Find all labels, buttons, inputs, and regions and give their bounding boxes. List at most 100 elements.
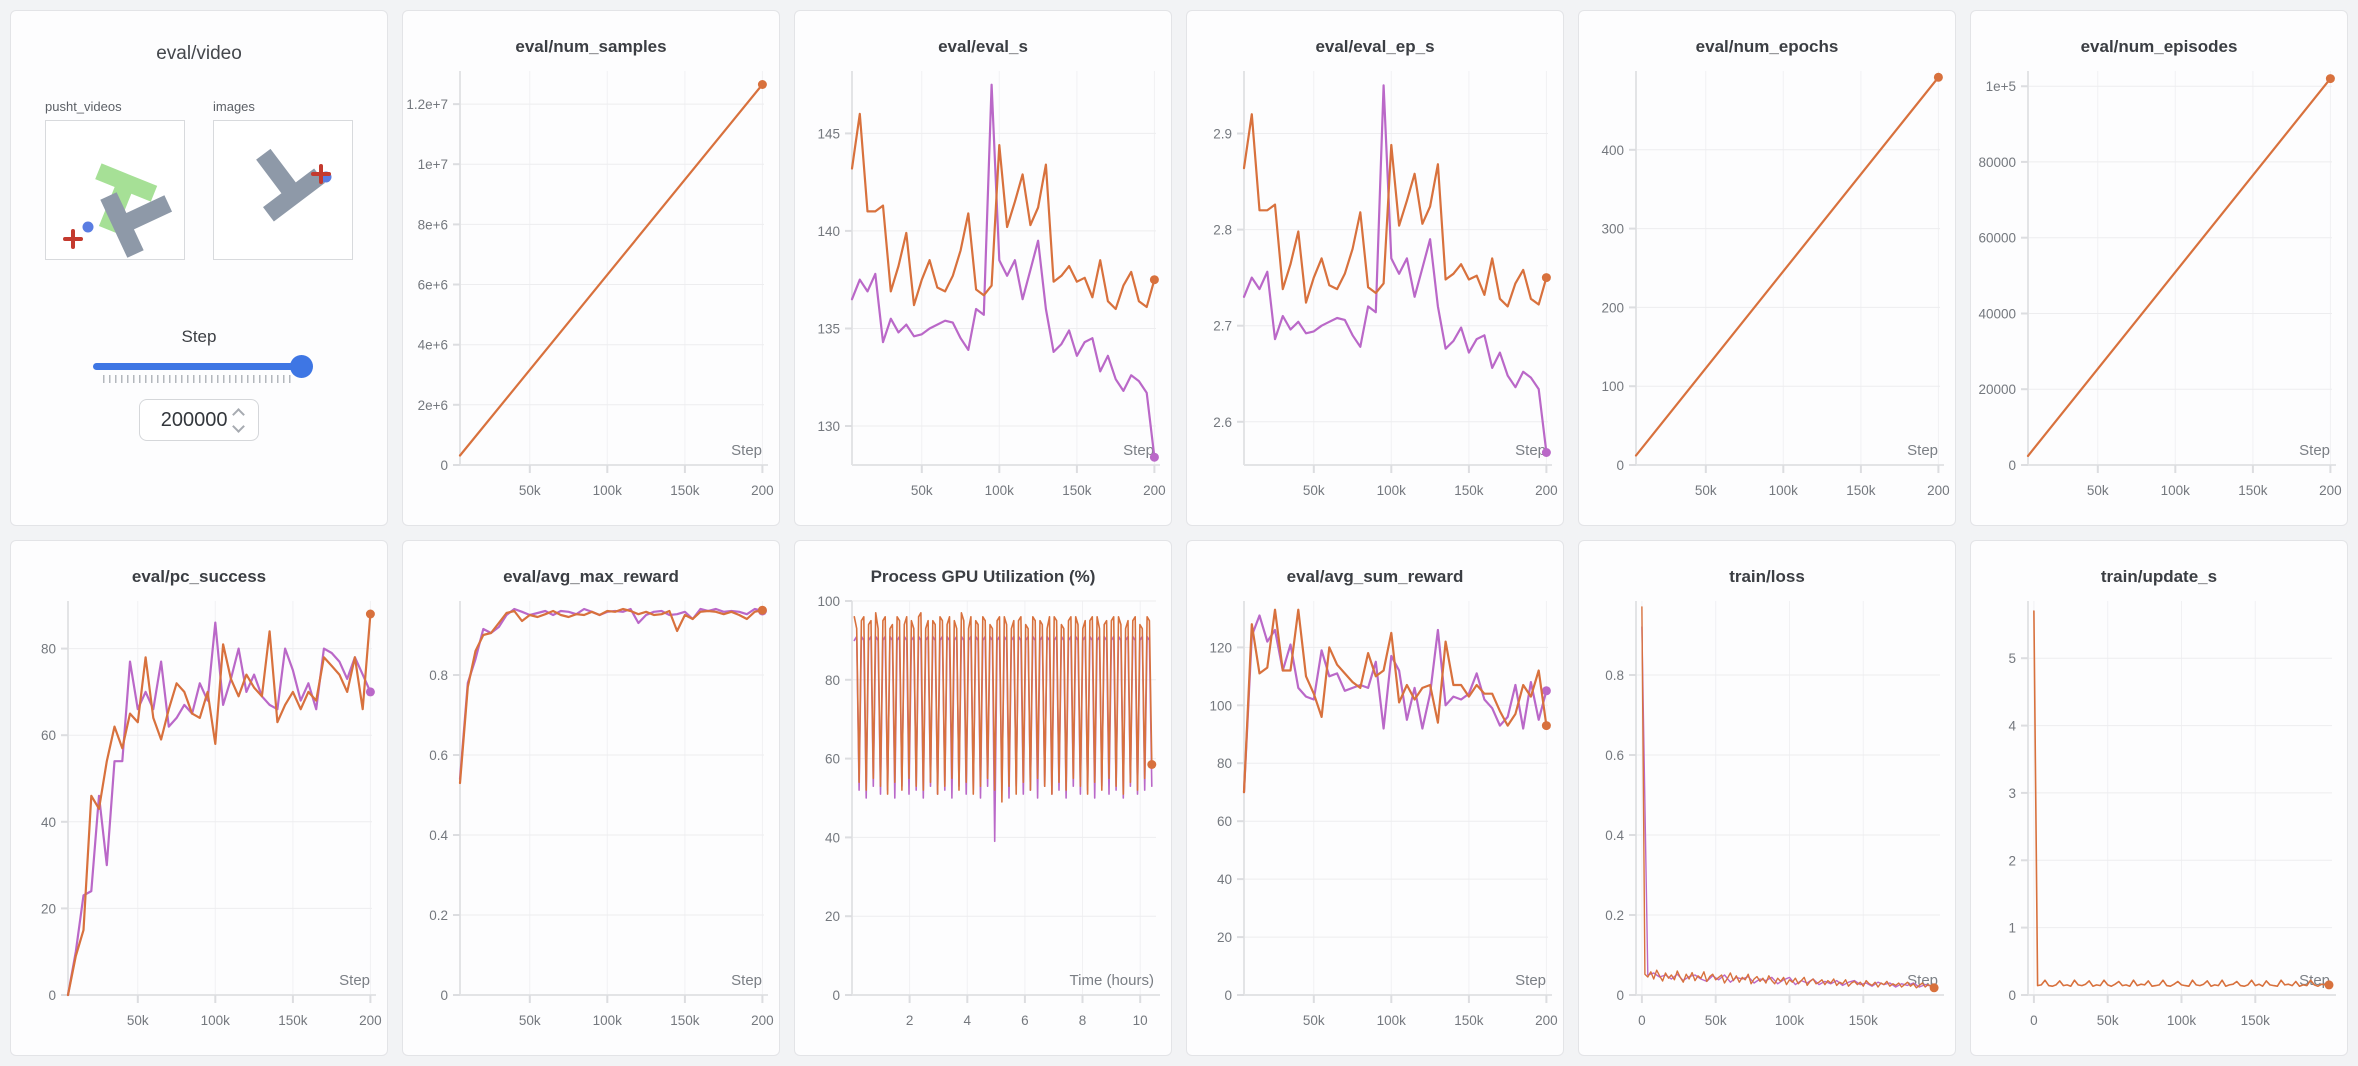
svg-text:Step: Step — [731, 442, 762, 459]
chart-eval-avg-sum-reward[interactable]: 0 20 40 60 80 100 120 50k 100k 150k 200 Step — [1188, 593, 1562, 1045]
svg-text:0: 0 — [1224, 988, 1232, 1003]
chart-eval-eval-s[interactable]: 130 135 140 145 50k 100k 150k 200 Step — [796, 63, 1170, 515]
spinner-up-icon[interactable] — [231, 407, 245, 421]
chart-gpu-utilization[interactable]: 0 20 40 60 80 100 2 4 6 8 10 Time (hours) — [796, 593, 1170, 1045]
svg-text:50k: 50k — [911, 483, 933, 498]
media-thumbnails: pusht_videos images — [11, 99, 387, 265]
svg-text:200: 200 — [1601, 300, 1624, 315]
panel-eval-num-samples: eval/num_samples 0 2e+6 4e+6 6e+6 8e+6 1e+7 1.… — [402, 10, 780, 526]
svg-text:Step: Step — [339, 972, 370, 989]
panel-gpu-utilization: Process GPU Utilization (%) 0 20 40 60 80 100… — [794, 540, 1172, 1056]
chart-eval-eval-ep-s[interactable]: 2.6 2.7 2.8 2.9 50k 100k 150k 200 Step — [1188, 63, 1562, 515]
svg-text:40000: 40000 — [1978, 307, 2016, 322]
panel-eval-pc-success: eval/pc_success 0 20 40 60 80 50k 100k 150k 200 S… — [10, 540, 388, 1056]
svg-text:80: 80 — [41, 642, 56, 657]
chart-title: train/loss — [1729, 567, 1805, 586]
svg-text:2: 2 — [906, 1013, 914, 1028]
pusht-video-thumbnail[interactable] — [45, 120, 185, 260]
chart-eval-num-epochs[interactable]: 0 100 200 300 400 50k 100k 150k 200 Step — [1580, 63, 1954, 515]
svg-text:0: 0 — [48, 988, 56, 1003]
svg-text:150k: 150k — [1454, 483, 1484, 498]
thumb-label: images — [213, 99, 255, 114]
svg-text:200: 200 — [1535, 483, 1558, 498]
svg-text:300: 300 — [1601, 222, 1624, 237]
svg-text:80: 80 — [825, 673, 840, 688]
svg-text:50k: 50k — [1303, 483, 1325, 498]
svg-text:200: 200 — [1535, 1013, 1558, 1028]
gray-t-shape — [256, 148, 325, 222]
svg-text:Step: Step — [1515, 972, 1546, 989]
goal-cross-icon — [63, 229, 83, 249]
svg-text:130: 130 — [817, 419, 840, 434]
svg-text:1e+7: 1e+7 — [418, 157, 448, 172]
svg-text:0: 0 — [2030, 1013, 2038, 1028]
svg-text:Step: Step — [1515, 442, 1546, 459]
svg-text:150k: 150k — [2241, 1013, 2271, 1028]
svg-text:Step: Step — [1907, 442, 1938, 459]
svg-text:0.8: 0.8 — [1605, 668, 1624, 683]
chart-title: eval/num_episodes — [2080, 37, 2238, 56]
svg-text:0: 0 — [2008, 458, 2016, 473]
panel-eval-eval-s: eval/eval_s 130 135 140 145 50k 100k 150k 200 St… — [794, 10, 1172, 526]
panel-eval-avg-max-reward: eval/avg_max_reward 0 0.2 0.4 0.6 0.8 50k 100k… — [402, 540, 780, 1056]
svg-text:60: 60 — [41, 728, 56, 743]
svg-text:2.8: 2.8 — [1213, 223, 1232, 238]
chart-eval-num-episodes[interactable]: 0 20000 40000 60000 80000 1e+5 50k 100k 150k 200 S… — [1972, 63, 2346, 515]
svg-text:40: 40 — [825, 830, 840, 845]
images-thumbnail[interactable] — [213, 120, 353, 260]
svg-text:100: 100 — [1601, 379, 1624, 394]
chart-eval-avg-max-reward[interactable]: 0 0.2 0.4 0.6 0.8 50k 100k 150k 200 Step — [404, 593, 778, 1045]
step-slider-label: Step — [181, 327, 217, 346]
agent-dot — [82, 221, 94, 233]
svg-text:80: 80 — [1217, 756, 1232, 771]
svg-text:150k: 150k — [670, 1013, 700, 1028]
svg-text:50k: 50k — [519, 1013, 541, 1028]
svg-text:200: 200 — [359, 1013, 382, 1028]
svg-text:0: 0 — [1638, 1013, 1646, 1028]
svg-text:150k: 150k — [670, 483, 700, 498]
panel-train-loss: train/loss 0 0.2 0.4 0.6 0.8 0 50k 100k 150k Step — [1578, 540, 1956, 1056]
chart-title: eval/num_samples — [515, 37, 667, 56]
svg-text:20: 20 — [41, 901, 56, 916]
svg-text:4e+6: 4e+6 — [418, 338, 448, 353]
panel-eval-avg-sum-reward: eval/avg_sum_reward 0 20 40 60 80 100 120 50k 10… — [1186, 540, 1564, 1056]
svg-text:0.8: 0.8 — [429, 668, 448, 683]
svg-text:8e+6: 8e+6 — [418, 217, 448, 232]
svg-text:1: 1 — [2008, 921, 2016, 936]
svg-text:150k: 150k — [1062, 483, 1092, 498]
svg-text:150k: 150k — [1849, 1013, 1879, 1028]
svg-text:0.4: 0.4 — [429, 828, 448, 843]
step-value-input[interactable] — [153, 407, 230, 433]
svg-text:60: 60 — [1217, 814, 1232, 829]
slider-track[interactable] — [93, 363, 305, 370]
panel-eval-video: eval/video pusht_videos — [10, 10, 388, 526]
goal-cross-icon — [311, 164, 331, 184]
svg-text:4: 4 — [964, 1013, 972, 1028]
chart-eval-num-samples[interactable]: 0 2e+6 4e+6 6e+6 8e+6 1e+7 1.2e+7 50k 100k 150k 20… — [404, 63, 778, 515]
chart-title: Process GPU Utilization (%) — [870, 567, 1096, 586]
svg-text:120: 120 — [1209, 640, 1232, 655]
svg-text:150k: 150k — [2238, 483, 2268, 498]
step-input-box[interactable] — [139, 399, 259, 441]
svg-text:150k: 150k — [278, 1013, 308, 1028]
svg-text:40: 40 — [41, 815, 56, 830]
step-slider[interactable] — [93, 355, 313, 378]
spinner-down-icon[interactable] — [231, 419, 245, 433]
svg-text:100: 100 — [1209, 698, 1232, 713]
svg-text:200: 200 — [2319, 483, 2342, 498]
media-item-images: images — [213, 99, 353, 265]
step-spinner[interactable] — [231, 407, 245, 433]
slider-thumb[interactable] — [290, 355, 313, 378]
svg-text:20000: 20000 — [1978, 382, 2016, 397]
svg-text:50k: 50k — [519, 483, 541, 498]
svg-text:200: 200 — [751, 1013, 774, 1028]
svg-text:80000: 80000 — [1978, 155, 2016, 170]
svg-text:0: 0 — [832, 988, 840, 1003]
svg-text:2: 2 — [2008, 853, 2016, 868]
svg-text:100k: 100k — [2161, 483, 2191, 498]
chart-eval-pc-success[interactable]: 0 20 40 60 80 50k 100k 150k 200 Step — [12, 593, 386, 1045]
svg-text:3: 3 — [2008, 786, 2016, 801]
